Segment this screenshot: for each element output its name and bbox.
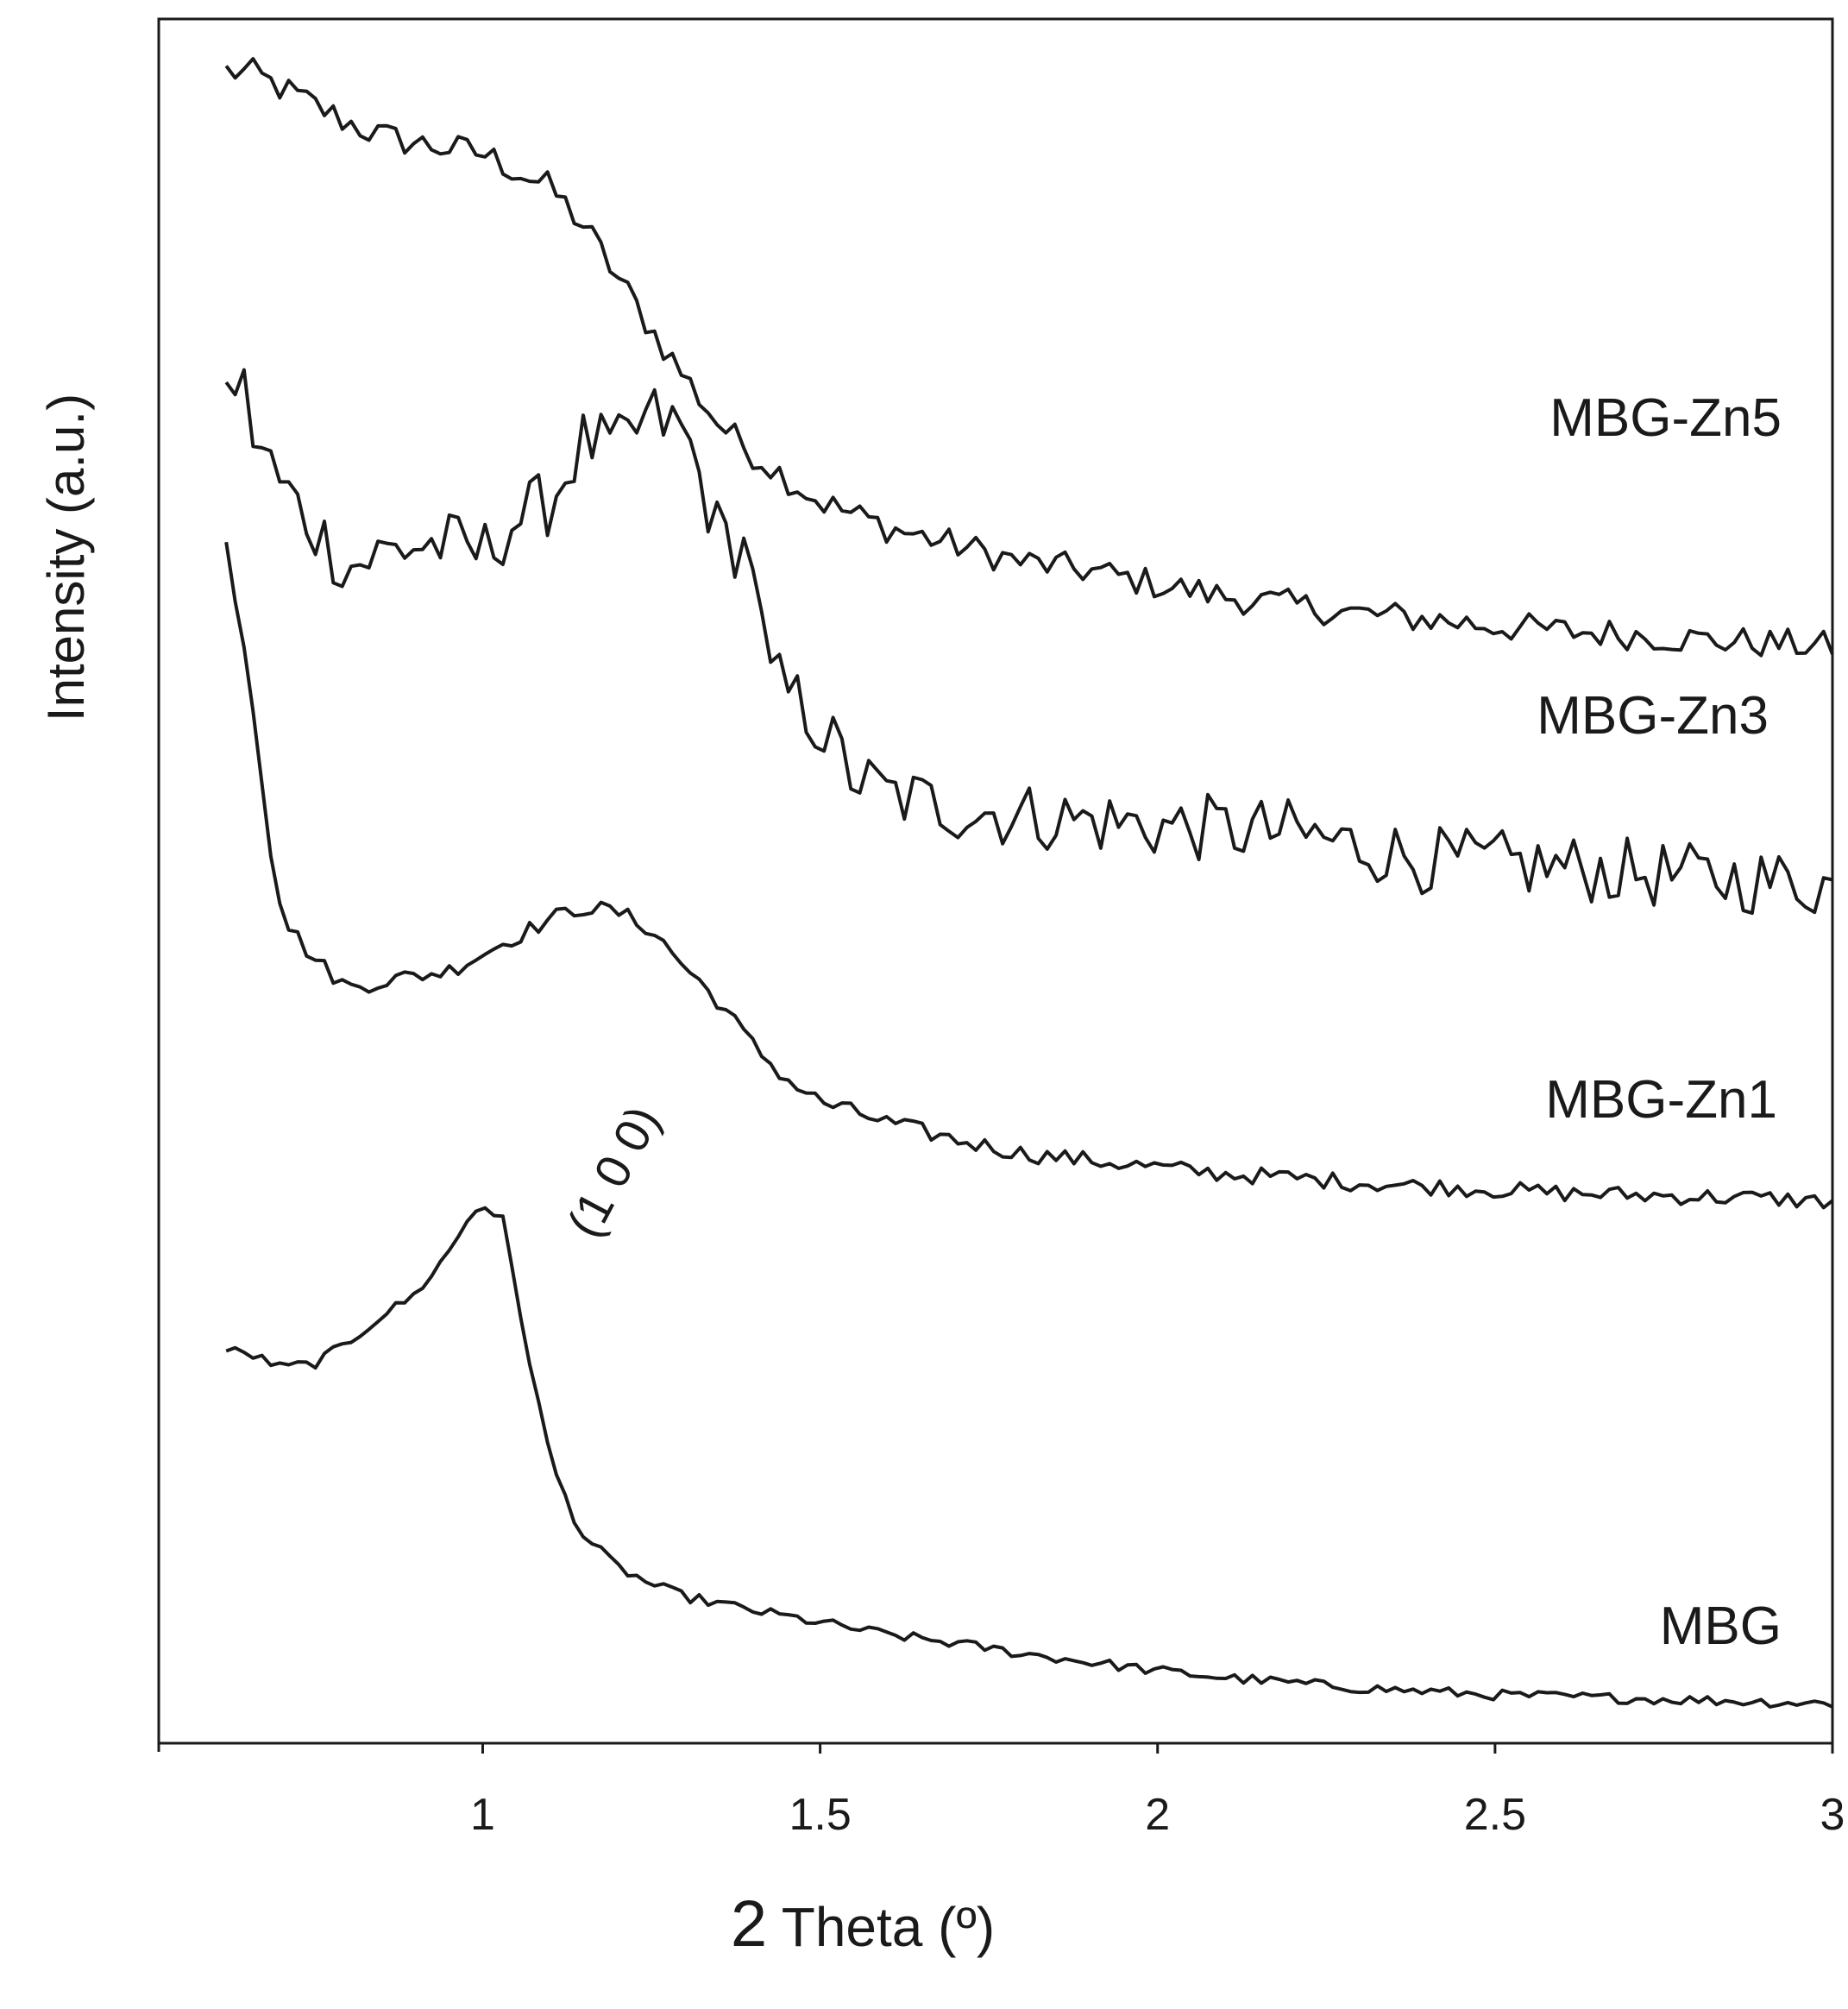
x-axis-label-text: Theta (º)	[767, 1896, 995, 1958]
x-tick-label-4: 3	[1820, 1790, 1845, 1840]
x-axis-label: 2 Theta (º)	[731, 1887, 995, 1961]
series-label-mbg-zn1: MBG-Zn1	[1545, 1070, 1777, 1130]
series-labels: MBG-Zn5 MBG-Zn3 MBG-Zn1 MBG	[1537, 388, 1782, 1656]
series-line-mbg-zn5	[224, 57, 1834, 658]
traces	[224, 57, 1834, 1709]
plot-frame	[157, 17, 1834, 1745]
x-axis-ticks: 1 1.5 2 2.5 3	[157, 1743, 1845, 1840]
x-tick-label-2: 2	[1145, 1790, 1170, 1840]
series-line-mbg-zn1	[224, 541, 1834, 1210]
x-axis-label-number: 2	[731, 1887, 767, 1961]
x-tick-label-1: 1.5	[789, 1790, 851, 1840]
series-label-mbg: MBG	[1660, 1596, 1782, 1656]
series-label-mbg-zn3: MBG-Zn3	[1537, 686, 1769, 746]
series-line-mbg	[225, 1206, 1833, 1709]
peak-annotation-100: (1 0 0)	[556, 1097, 670, 1245]
x-tick-label-0: 1	[470, 1790, 495, 1840]
y-axis-label: Intensity (a.u.)	[37, 394, 95, 721]
x-tick-label-3: 2.5	[1464, 1790, 1526, 1840]
series-line-mbg-zn3	[224, 368, 1833, 916]
series-label-mbg-zn5: MBG-Zn5	[1549, 388, 1782, 448]
